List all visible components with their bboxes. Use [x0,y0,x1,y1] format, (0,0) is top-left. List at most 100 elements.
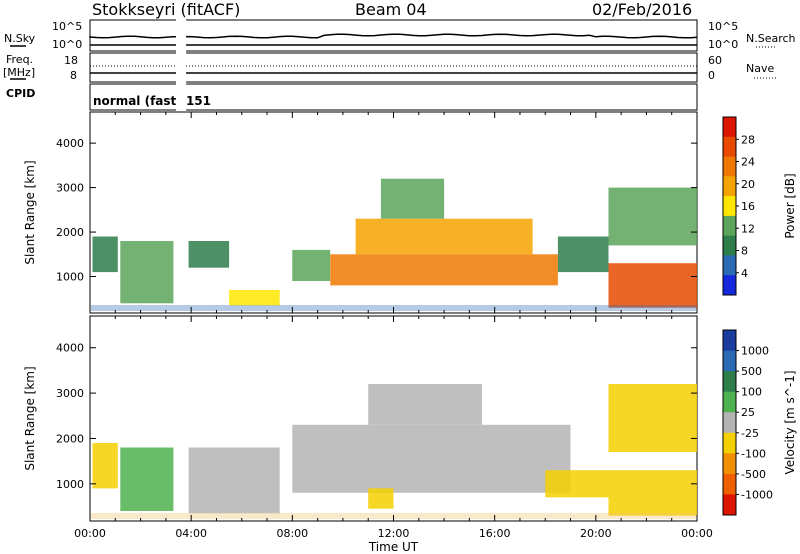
velocity-ylabel: Slant Range [km] [23,366,37,470]
velocity-region-7 [608,470,697,516]
power-colorbar-tick-label: 4 [741,267,748,280]
date-label: 02/Feb/2016 [592,0,693,19]
power-colorbar-tick-label: 16 [741,200,755,213]
x-tick-label: 20:00 [580,527,612,540]
freq-top-value: 18 [64,54,78,67]
power-region-3 [229,289,280,306]
nsearch-scale-bottom: 10^0 [708,38,739,51]
velocity-region-2 [188,447,280,514]
power-colorbar-tick-label: 20 [741,178,755,191]
velocity-region-0 [92,443,118,489]
velocity-data-gap [175,317,187,520]
velocity-colorbar-tick-label: -25 [741,427,759,440]
power-colorbar-segment [723,275,736,296]
x-axis-label: Time UT [368,540,419,554]
nsky-scale-top: 10^5 [52,20,83,33]
power-ytick-label: 2000 [56,226,84,239]
x-tick-label: 00:00 [681,527,713,540]
power-colorbar-tick-label: 24 [741,156,755,169]
velocity-colorbar-frame [722,329,737,516]
freq-bottom-value: 8 [70,69,77,82]
power-region-6 [355,218,533,255]
nave-top-value: 60 [708,54,722,67]
velocity-colorbar-label: Velocity [m s^-1] [783,370,797,474]
velocity-colorbar-segment [723,412,736,434]
power-colorbar-tick-label: 28 [741,133,755,146]
x-tick-label: 00:00 [74,527,106,540]
status-panels [10,19,776,111]
power-ytick-label: 1000 [56,271,84,284]
velocity-colorbar-segment [723,391,736,413]
velocity-region-3 [292,424,571,493]
velocity-ytick-label: 2000 [56,432,84,445]
velocity-colorbar-tick-label: 25 [741,406,755,419]
nsky-label: N.Sky [4,32,36,45]
velocity-colorbar-segment [723,371,736,393]
power-region-9 [608,263,697,308]
velocity-region-1 [120,447,174,511]
power-colorbar-label: Power [dB] [783,173,797,238]
power-region-2 [188,241,230,268]
power-ylabel: Slant Range [km] [23,160,37,264]
power-region-4 [292,249,331,281]
velocity-region-5 [368,488,394,509]
power-colorbar-segment [723,235,736,256]
power-data-gap [175,113,187,312]
power-panel: 1000 2000 3000 4000 Slant Range [km] 4 8 12 16 20… [23,111,797,314]
status-gap [175,19,187,52]
x-tick-label: 08:00 [276,527,308,540]
velocity-colorbar-tick-label: -1000 [741,488,773,501]
power-ytick-label: 3000 [56,182,84,195]
velocity-colorbar-segment [723,330,736,352]
status-gap [175,52,187,83]
velocity-colorbar-tick-label: -500 [741,468,766,481]
power-colorbar-segment [723,156,736,177]
velocity-ytick-label: 3000 [56,387,84,400]
freq-unit-label: [MHz] [3,66,36,79]
power-region-7 [380,178,445,219]
velocity-colorbar-tick-label: 500 [741,365,762,378]
nsky-trace [89,33,698,39]
x-tick-label: 04:00 [175,527,207,540]
status-gap [175,83,187,111]
power-ytick-label: 4000 [56,137,84,150]
cpid-frame [89,83,698,111]
velocity-colorbar-tick-label: 1000 [741,345,769,358]
power-colorbar-segment [723,176,736,197]
velocity-colorbar-segment [723,350,736,372]
velocity-region-8 [608,384,697,452]
power-colorbar-segment [723,117,736,138]
power-region-5 [330,254,558,286]
nave-label: Nave [746,62,775,75]
nave-bottom-value: 0 [708,69,715,82]
velocity-colorbar-tick-label: -100 [741,447,766,460]
nsearch-label: N.Search [746,32,796,45]
velocity-region-4 [368,384,482,425]
power-colorbar-tick-label: 8 [741,245,748,258]
power-region-8 [557,236,609,273]
x-tick-label: 12:00 [378,527,410,540]
velocity-colorbar-segment [723,494,736,516]
velocity-colorbar-tick-label: 100 [741,386,762,399]
station-title: Stokkseyri (fitACF) [92,0,241,19]
cpid-label: CPID [6,87,36,100]
nsky-scale-bottom: 10^0 [52,38,83,51]
freq-frame [89,52,698,83]
power-region-10 [608,187,697,246]
power-colorbar-segment [723,255,736,276]
velocity-region-6 [545,470,609,498]
power-region-1 [120,241,174,304]
power-colorbar-segment [723,136,736,158]
freq-label: Freq. [6,53,34,66]
velocity-colorbar-segment [723,473,736,495]
velocity-panel: 1000 2000 3000 4000 Slant Range [km] 1000 500 1… [23,315,797,554]
power-region-0 [92,236,118,273]
velocity-colorbar-segment [723,432,736,454]
power-colorbar-tick-label: 12 [741,222,755,235]
nsearch-scale-top: 10^5 [708,20,739,33]
power-colorbar-segment [723,196,736,217]
beam-label: Beam 04 [355,0,427,19]
velocity-ytick-label: 1000 [56,478,84,491]
power-colorbar-segment [723,215,736,237]
